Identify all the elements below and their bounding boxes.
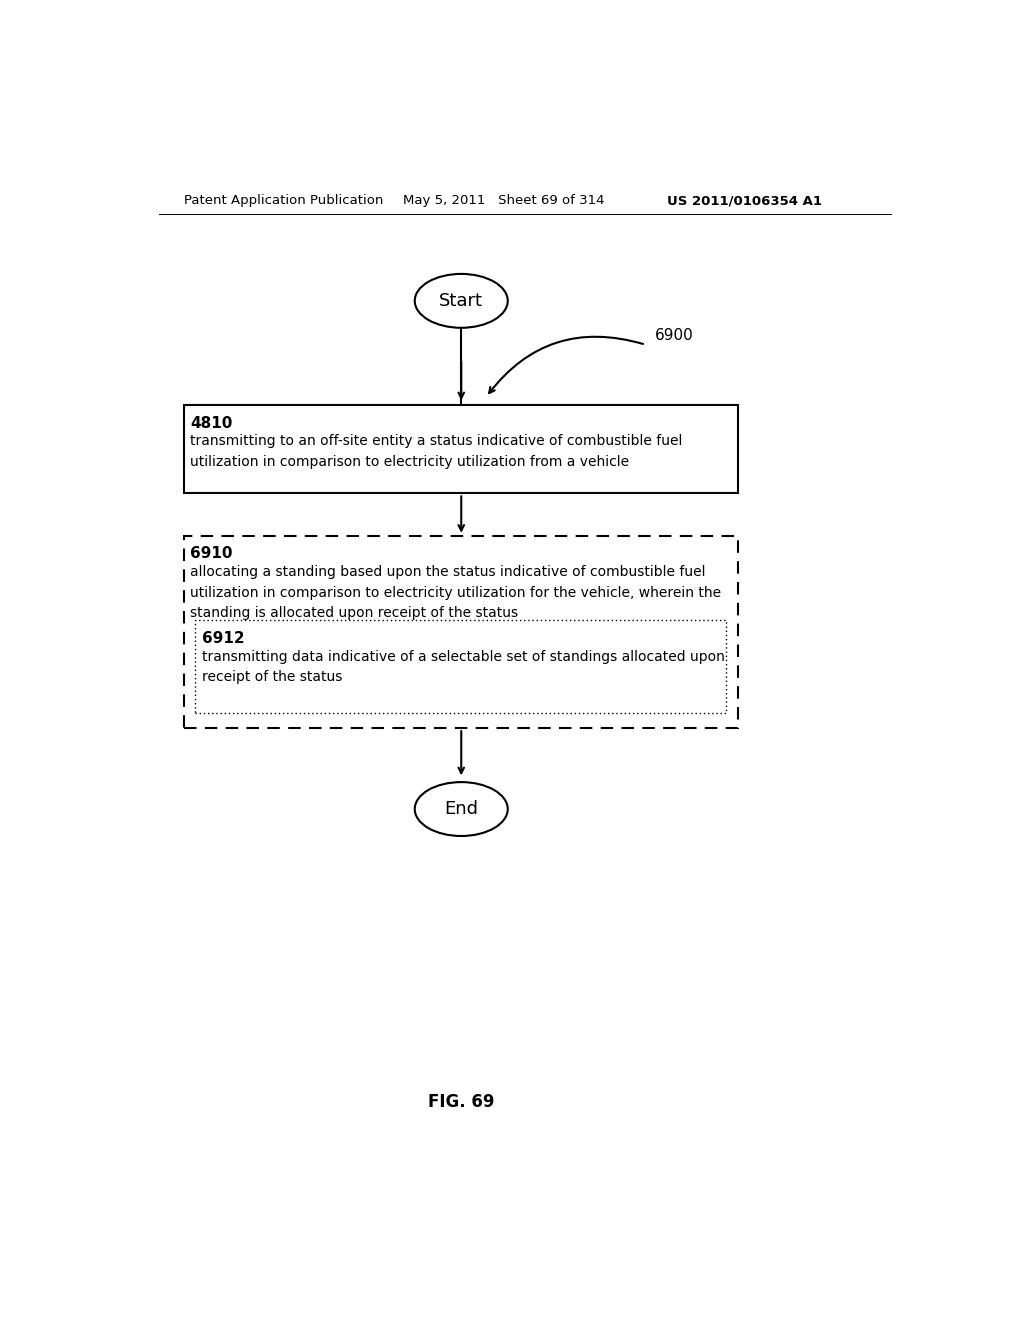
Bar bbox=[183, 536, 738, 729]
Text: transmitting to an off-site entity a status indicative of combustible fuel
utili: transmitting to an off-site entity a sta… bbox=[190, 434, 682, 469]
Text: May 5, 2011   Sheet 69 of 314: May 5, 2011 Sheet 69 of 314 bbox=[403, 194, 604, 207]
Text: FIG. 69: FIG. 69 bbox=[428, 1093, 495, 1110]
Text: transmitting data indicative of a selectable set of standings allocated upon
rec: transmitting data indicative of a select… bbox=[202, 649, 725, 684]
Text: 6910: 6910 bbox=[190, 546, 232, 561]
Text: 6900: 6900 bbox=[655, 327, 693, 343]
Text: allocating a standing based upon the status indicative of combustible fuel
utili: allocating a standing based upon the sta… bbox=[190, 565, 721, 620]
Text: Start: Start bbox=[439, 292, 483, 310]
Text: Patent Application Publication: Patent Application Publication bbox=[183, 194, 383, 207]
Bar bbox=[183, 405, 738, 494]
Text: US 2011/0106354 A1: US 2011/0106354 A1 bbox=[667, 194, 821, 207]
Text: 4810: 4810 bbox=[190, 416, 232, 430]
Text: End: End bbox=[444, 800, 478, 818]
Bar bbox=[196, 620, 726, 713]
Text: 6912: 6912 bbox=[202, 631, 245, 647]
